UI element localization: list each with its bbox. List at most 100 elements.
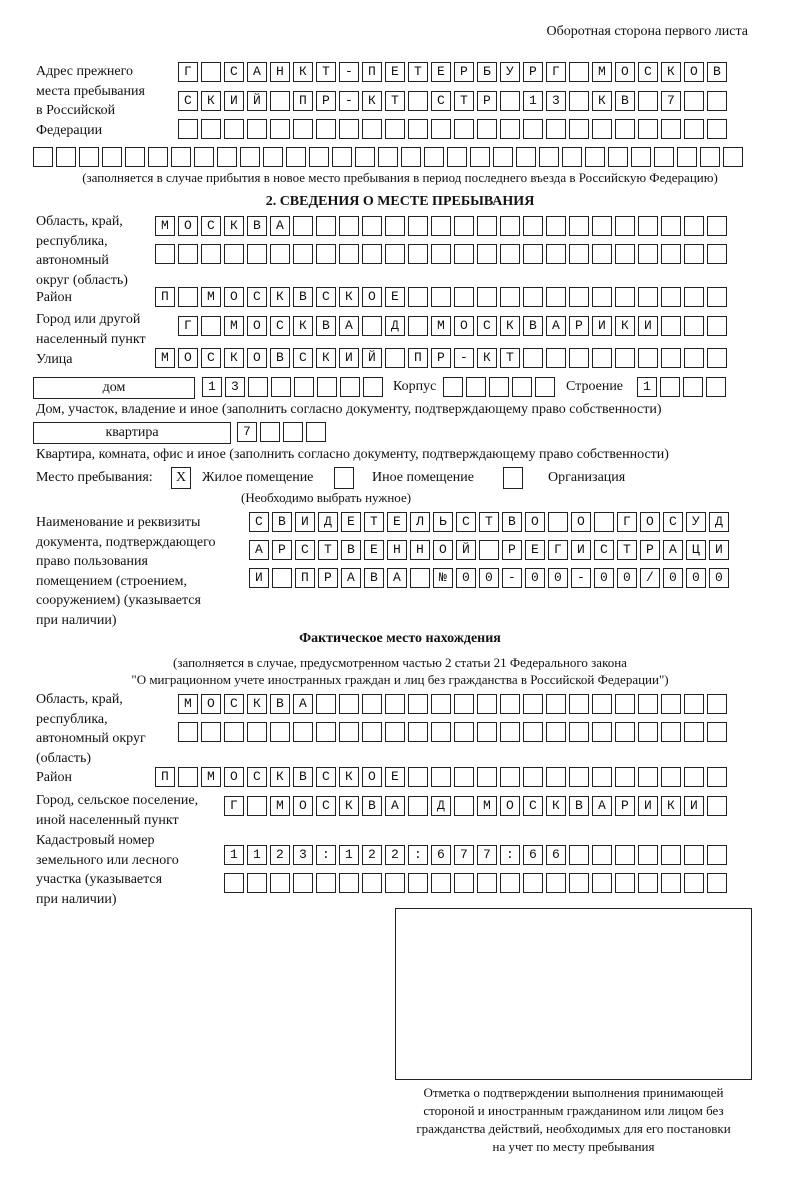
char-cell[interactable] [201, 348, 221, 368]
char-cell[interactable] [546, 91, 566, 111]
char-cell[interactable] [493, 147, 513, 167]
char-cell[interactable] [546, 119, 566, 139]
char-cell[interactable] [489, 377, 509, 397]
char-cell[interactable] [355, 147, 375, 167]
char-cell[interactable] [523, 348, 543, 368]
checkbox-residential[interactable]: X [171, 467, 191, 489]
char-cell[interactable] [569, 119, 589, 139]
char-cell[interactable] [684, 216, 704, 236]
char-cell[interactable] [661, 767, 681, 787]
char-cell[interactable] [546, 216, 566, 236]
char-cell[interactable] [247, 694, 267, 714]
char-cell[interactable] [477, 873, 497, 893]
char-cell[interactable] [295, 568, 315, 588]
char-cell[interactable] [592, 722, 612, 742]
char-cell[interactable] [638, 216, 658, 236]
char-cell[interactable] [443, 377, 463, 397]
char-cell[interactable] [571, 512, 591, 532]
char-cell[interactable] [535, 377, 555, 397]
char-cell[interactable] [569, 216, 589, 236]
char-cell[interactable] [500, 287, 520, 307]
char-cell[interactable] [247, 316, 267, 336]
char-cell[interactable] [677, 147, 697, 167]
char-cell[interactable] [155, 767, 175, 787]
char-cell[interactable] [608, 147, 628, 167]
char-cell[interactable] [500, 722, 520, 742]
char-cell[interactable] [362, 119, 382, 139]
char-cell[interactable] [569, 845, 589, 865]
char-cell[interactable] [362, 873, 382, 893]
char-cell[interactable] [684, 796, 704, 816]
char-cell[interactable] [431, 119, 451, 139]
char-cell[interactable] [454, 119, 474, 139]
char-cell[interactable] [155, 216, 175, 236]
char-cell[interactable] [293, 316, 313, 336]
char-cell[interactable] [707, 722, 727, 742]
char-cell[interactable] [385, 873, 405, 893]
char-cell[interactable] [661, 216, 681, 236]
char-cell[interactable] [592, 287, 612, 307]
char-cell[interactable] [684, 62, 704, 82]
char-cell[interactable] [707, 62, 727, 82]
char-cell[interactable] [178, 722, 198, 742]
char-cell[interactable] [638, 348, 658, 368]
char-cell[interactable] [316, 348, 336, 368]
char-cell[interactable] [615, 767, 635, 787]
char-cell[interactable] [454, 796, 474, 816]
char-cell[interactable] [431, 694, 451, 714]
char-cell[interactable] [615, 796, 635, 816]
char-cell[interactable] [454, 873, 474, 893]
char-cell[interactable] [477, 845, 497, 865]
char-cell[interactable] [546, 873, 566, 893]
char-cell[interactable] [523, 287, 543, 307]
char-cell[interactable] [306, 422, 326, 442]
char-cell[interactable] [408, 287, 428, 307]
char-cell[interactable] [248, 377, 268, 397]
char-cell[interactable] [178, 91, 198, 111]
char-cell[interactable] [286, 147, 306, 167]
char-cell[interactable] [178, 62, 198, 82]
char-cell[interactable] [293, 694, 313, 714]
char-cell[interactable] [385, 244, 405, 264]
char-cell[interactable] [247, 287, 267, 307]
char-cell[interactable] [249, 512, 269, 532]
char-cell[interactable] [660, 377, 680, 397]
char-cell[interactable] [201, 216, 221, 236]
char-cell[interactable] [431, 216, 451, 236]
char-cell[interactable] [433, 540, 453, 560]
char-cell[interactable] [617, 568, 637, 588]
char-cell[interactable] [454, 767, 474, 787]
char-cell[interactable] [224, 119, 244, 139]
char-cell[interactable] [385, 316, 405, 336]
char-cell[interactable] [362, 796, 382, 816]
char-cell[interactable] [316, 694, 336, 714]
char-cell[interactable] [293, 119, 313, 139]
char-cell[interactable] [684, 91, 704, 111]
char-cell[interactable] [707, 91, 727, 111]
char-cell[interactable] [408, 694, 428, 714]
char-cell[interactable] [293, 216, 313, 236]
char-cell[interactable] [408, 873, 428, 893]
char-cell[interactable] [470, 147, 490, 167]
char-cell[interactable] [592, 216, 612, 236]
char-cell[interactable] [408, 796, 428, 816]
cadastral-row-2[interactable] [224, 873, 730, 895]
char-cell[interactable] [270, 694, 290, 714]
char-cell[interactable] [362, 845, 382, 865]
char-cell[interactable] [341, 568, 361, 588]
char-cell[interactable] [178, 767, 198, 787]
char-cell[interactable] [247, 796, 267, 816]
char-cell[interactable] [592, 119, 612, 139]
char-cell[interactable] [295, 540, 315, 560]
char-cell[interactable] [615, 722, 635, 742]
char-cell[interactable] [431, 244, 451, 264]
char-cell[interactable] [454, 348, 474, 368]
char-cell[interactable] [339, 216, 359, 236]
char-cell[interactable] [592, 348, 612, 368]
char-cell[interactable] [546, 767, 566, 787]
char-cell[interactable] [502, 568, 522, 588]
char-cell[interactable] [79, 147, 99, 167]
char-cell[interactable] [548, 568, 568, 588]
char-cell[interactable] [270, 244, 290, 264]
char-cell[interactable] [316, 767, 336, 787]
